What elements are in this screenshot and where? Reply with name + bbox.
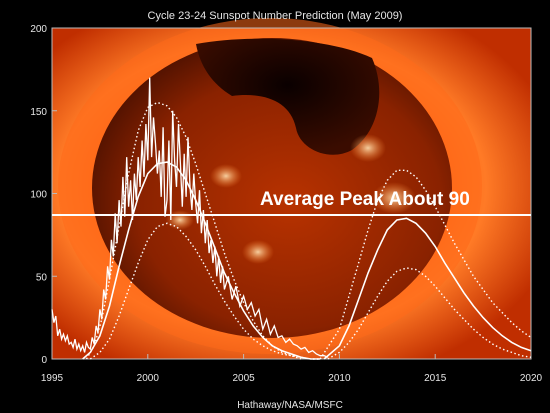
x-tick-label: 2015 — [424, 373, 447, 384]
series-line-prediction-bound — [85, 101, 302, 360]
x-tick-label: 2005 — [232, 373, 255, 384]
series-line-prediction — [82, 161, 321, 360]
series-line-prediction-bound — [327, 267, 532, 360]
chart-credit: Hathaway/NASA/MSFC — [237, 400, 343, 411]
y-tick-label: 100 — [30, 190, 47, 201]
x-tick-label: 2010 — [328, 373, 351, 384]
series-line-prediction — [323, 217, 532, 360]
chart-title: Cycle 23-24 Sunspot Number Prediction (M… — [148, 10, 403, 22]
y-tick-label: 200 — [30, 24, 47, 35]
x-axis: 1995 2000 2005 2010 2015 2020 — [41, 354, 543, 384]
y-tick-label: 50 — [36, 272, 48, 283]
series-line-observed-monthly — [51, 77, 329, 358]
x-tick-label: 2020 — [520, 373, 543, 384]
x-tick-label: 2000 — [137, 373, 160, 384]
x-tick-label: 1995 — [41, 373, 64, 384]
y-axis: 0 50 100 150 200 — [30, 24, 57, 366]
sun-background — [52, 18, 531, 359]
series-line-prediction-bound — [319, 169, 532, 360]
y-tick-label: 0 — [41, 355, 47, 366]
y-tick-label: 150 — [30, 107, 47, 118]
average-peak-label: Average Peak About 90 — [260, 189, 470, 210]
series-line-prediction-bound — [89, 222, 321, 360]
series-layer — [51, 77, 532, 360]
